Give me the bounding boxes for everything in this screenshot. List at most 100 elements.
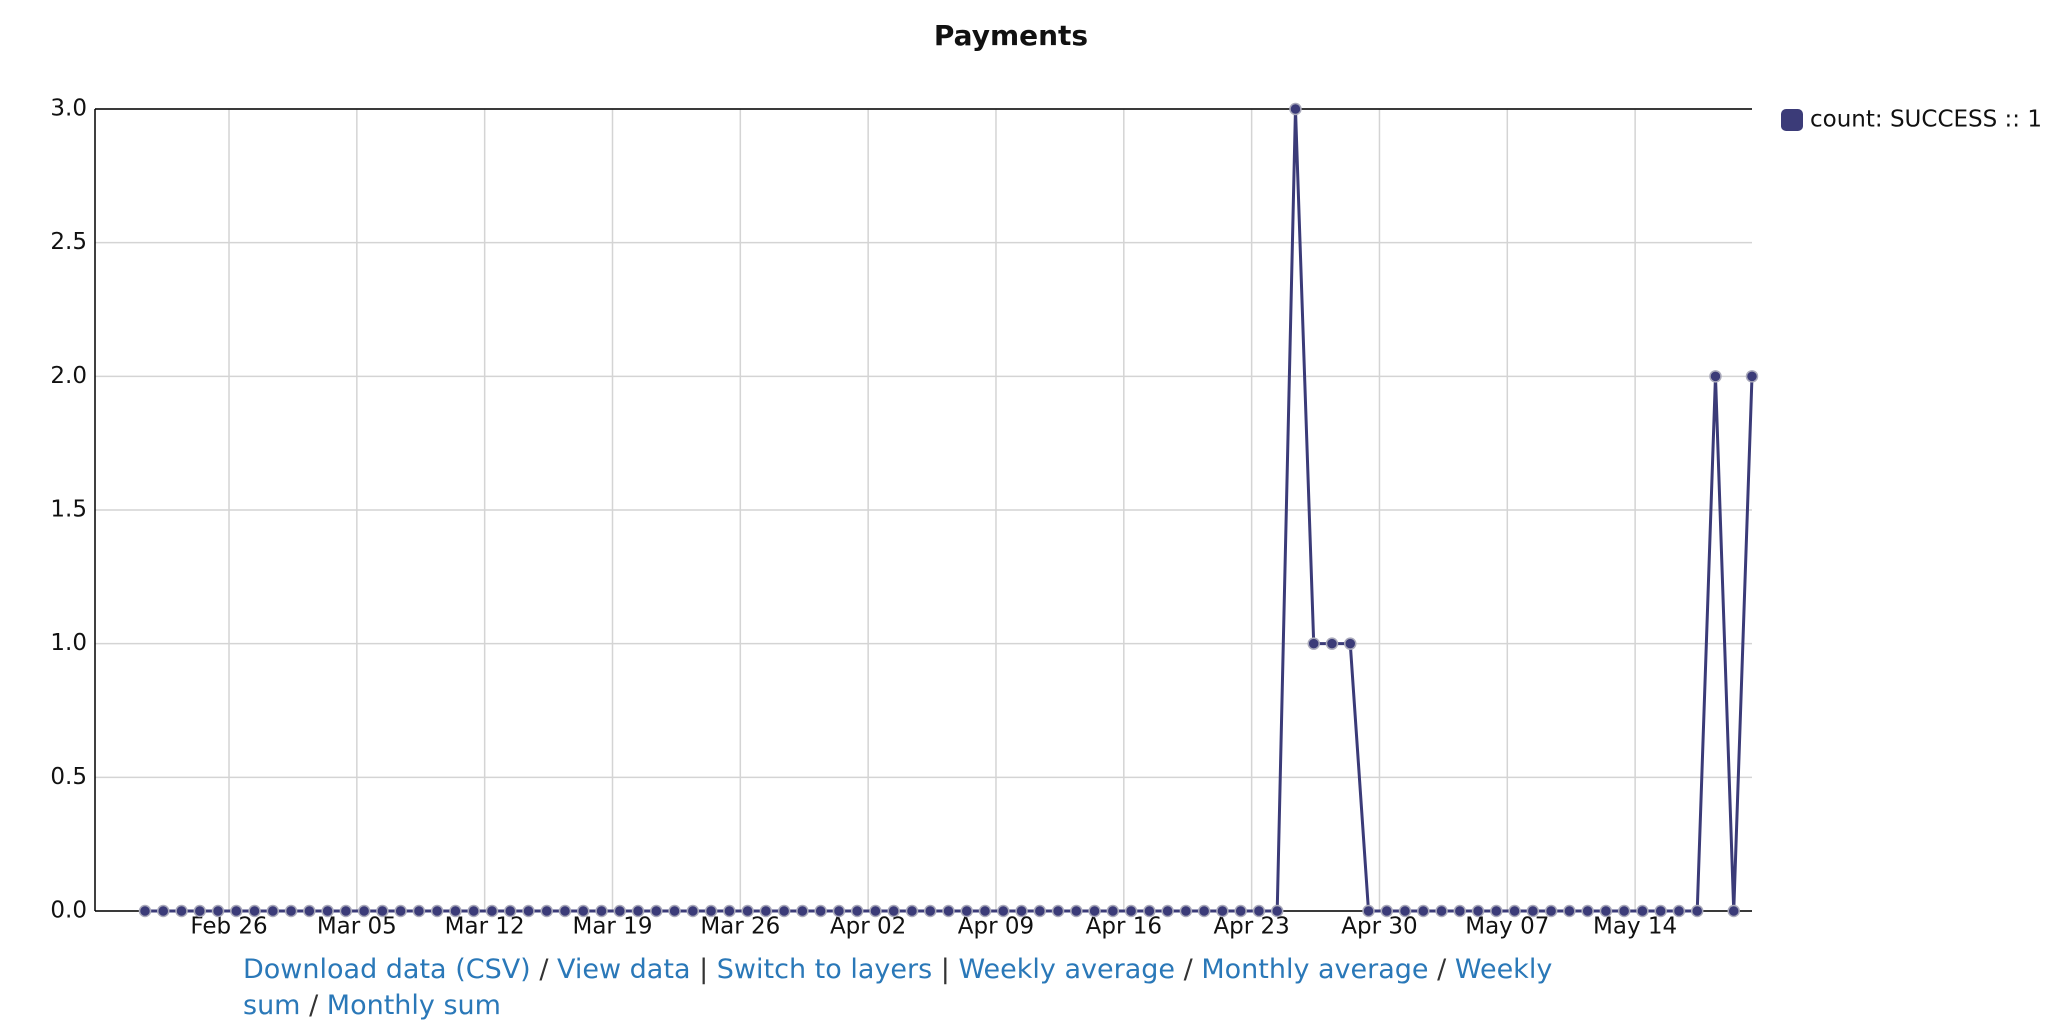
data-point — [942, 904, 955, 918]
data-point — [412, 904, 426, 918]
data-point — [449, 904, 462, 918]
link[interactable]: Weekly sum — [243, 954, 1553, 1021]
data-point — [230, 904, 243, 918]
data-point — [1617, 904, 1631, 918]
x-tick-label: Mar 05 — [317, 914, 397, 940]
data-point — [1344, 637, 1357, 650]
data-point — [558, 904, 572, 918]
link[interactable]: Monthly average — [1201, 954, 1429, 985]
data-point — [887, 904, 900, 918]
data-point — [1033, 904, 1047, 918]
link[interactable]: Monthly sum — [326, 990, 501, 1021]
data-point — [686, 904, 700, 918]
link[interactable]: View data — [557, 954, 691, 985]
data-point — [960, 904, 974, 918]
data-point — [1380, 904, 1394, 918]
data-point — [1581, 904, 1594, 918]
data-point — [357, 904, 371, 918]
data-point — [723, 904, 736, 918]
data-point — [796, 904, 809, 918]
data-point — [923, 904, 937, 918]
data-point — [138, 904, 152, 918]
x-tick-label: Apr 09 — [958, 914, 1034, 940]
data-point — [1124, 904, 1138, 918]
data-point — [759, 904, 773, 918]
separator: | — [699, 954, 709, 985]
data-point — [650, 904, 663, 918]
data-point — [1015, 904, 1028, 918]
link[interactable]: Download data (CSV) — [243, 954, 531, 985]
data-point — [1709, 370, 1722, 383]
data-point — [1088, 904, 1101, 918]
data-point — [850, 904, 864, 918]
data-point — [321, 904, 334, 918]
data-point — [1690, 904, 1704, 918]
data-point — [814, 904, 827, 918]
data-point — [540, 904, 553, 918]
data-point — [1234, 904, 1247, 918]
data-point — [577, 904, 590, 918]
x-tick-label: Mar 26 — [700, 914, 780, 940]
x-tick-label: Apr 23 — [1213, 914, 1289, 940]
data-point — [631, 904, 645, 918]
data-point — [741, 904, 754, 918]
data-point — [211, 904, 225, 918]
legend-label: count: SUCCESS :: 1 — [1810, 107, 2042, 133]
data-point — [832, 904, 846, 918]
data-point — [1179, 904, 1193, 918]
data-point — [522, 904, 535, 918]
data-point — [1727, 904, 1740, 918]
data-point — [1745, 370, 1759, 383]
link[interactable]: Weekly average — [958, 954, 1176, 985]
data-point — [1672, 904, 1686, 918]
data-point — [595, 904, 608, 918]
data-point — [1216, 904, 1229, 918]
data-point — [467, 904, 480, 918]
link[interactable]: Switch to layers — [716, 954, 933, 985]
data-point — [339, 904, 353, 918]
data-point — [1307, 637, 1320, 650]
link-bar: Download data (CSV) / View data | Switch… — [243, 952, 1613, 1024]
data-point — [1453, 904, 1467, 918]
data-point — [1490, 904, 1503, 918]
data-point — [266, 904, 280, 918]
separator: | — [940, 954, 950, 985]
data-point — [777, 904, 791, 918]
data-point — [1417, 904, 1430, 918]
data-point — [430, 904, 444, 918]
data-point — [978, 904, 992, 918]
data-point — [1143, 904, 1156, 918]
x-tick-label: Apr 16 — [1086, 914, 1162, 940]
separator: / — [309, 990, 319, 1021]
y-tick-label: 2.0 — [50, 363, 87, 389]
data-point — [1398, 904, 1412, 918]
data-point — [1508, 904, 1521, 918]
data-point — [1526, 904, 1540, 918]
chart: Payments 0.0 0.5 1.0 1.5 2.0 2.5 3.0 Feb 26 Mar … — [50, 19, 2042, 940]
x-tick-label: Feb 26 — [190, 914, 267, 940]
data-point — [1563, 904, 1576, 918]
data-point — [1289, 102, 1302, 116]
x-tick-label: May 07 — [1465, 914, 1549, 940]
data-point — [1252, 904, 1266, 918]
data-point — [613, 904, 627, 918]
data-point — [503, 904, 517, 918]
data-point — [1325, 637, 1339, 650]
data-point — [1362, 904, 1375, 918]
y-tick-label: 1.0 — [50, 630, 87, 656]
chart-title: Payments — [934, 19, 1088, 52]
data-point — [376, 904, 389, 918]
x-tick-label: Mar 19 — [572, 914, 652, 940]
x-tick-label: Apr 30 — [1341, 914, 1417, 940]
data-point — [1070, 904, 1083, 918]
y-tick-label: 0.0 — [50, 898, 87, 924]
x-tick-label: Apr 02 — [830, 914, 906, 940]
data-point — [303, 904, 316, 918]
data-point — [394, 904, 407, 918]
y-tick-label: 1.5 — [50, 497, 87, 523]
legend-swatch — [1781, 109, 1803, 131]
data-point — [284, 904, 298, 918]
separator: / — [1437, 954, 1447, 985]
x-tick-label: May 14 — [1593, 914, 1677, 940]
data-point — [997, 904, 1010, 918]
